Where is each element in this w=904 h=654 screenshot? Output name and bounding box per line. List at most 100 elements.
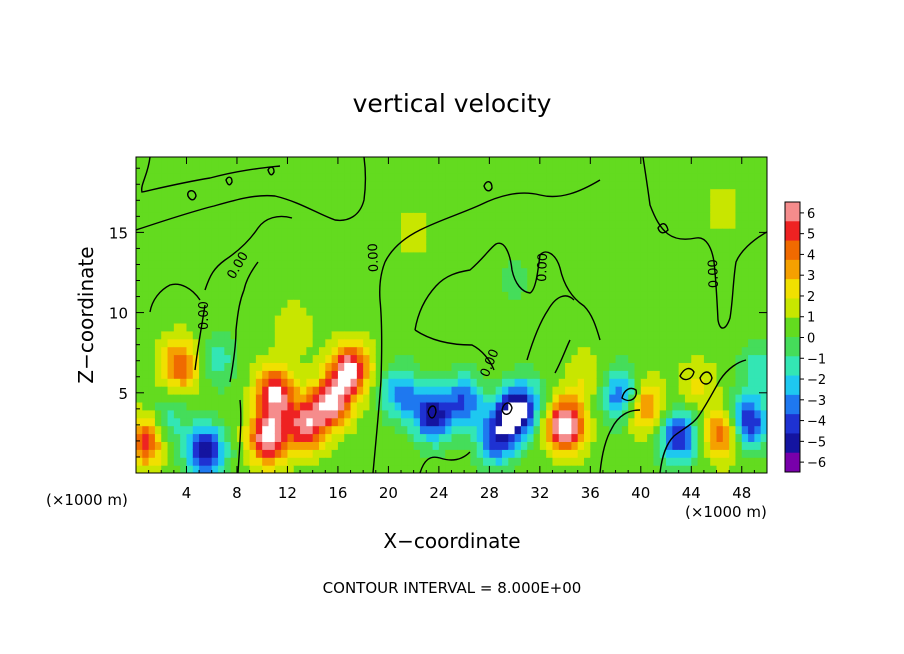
field-cell xyxy=(161,188,169,198)
field-cell xyxy=(483,212,490,221)
field-cell xyxy=(161,180,169,190)
field-cell xyxy=(287,394,295,403)
field-cell xyxy=(501,236,509,245)
field-cell xyxy=(344,259,352,269)
field-cell xyxy=(501,315,509,324)
field-cell xyxy=(300,267,307,277)
field-cell xyxy=(539,259,547,269)
field-cell xyxy=(432,164,440,174)
x-axis-label: X−coordinate xyxy=(383,529,520,553)
field-cell xyxy=(577,354,585,363)
field-cell xyxy=(281,322,289,332)
field-cell xyxy=(634,291,642,300)
field-cell xyxy=(489,251,497,261)
field-cell xyxy=(224,188,232,198)
field-cell xyxy=(236,362,244,371)
field-cell xyxy=(136,251,143,261)
field-cell xyxy=(590,338,598,348)
field-cell xyxy=(356,243,364,253)
field-cell xyxy=(230,204,238,213)
field-cell xyxy=(388,330,396,340)
field-cell xyxy=(464,307,472,316)
field-cell xyxy=(426,236,434,245)
field-cell xyxy=(489,188,497,198)
field-cell xyxy=(192,180,200,190)
field-cell xyxy=(173,251,181,261)
field-cell xyxy=(615,417,623,427)
field-cell xyxy=(666,465,673,473)
field-cell xyxy=(741,322,749,332)
field-cell xyxy=(407,157,415,166)
field-cell xyxy=(344,228,352,237)
field-cell xyxy=(520,425,528,435)
field-cell xyxy=(249,228,257,237)
field-cell xyxy=(647,212,655,221)
field-cell xyxy=(691,157,699,166)
field-cell xyxy=(426,370,434,379)
field-cell xyxy=(760,188,767,198)
field-cell xyxy=(691,457,699,466)
field-cell xyxy=(161,330,169,340)
field-cell xyxy=(154,465,162,473)
field-cell xyxy=(527,354,535,363)
field-cell xyxy=(703,322,711,332)
field-cell xyxy=(300,204,307,213)
field-cell xyxy=(609,212,617,221)
field-cell xyxy=(407,180,415,190)
field-cell xyxy=(760,330,767,340)
field-cell xyxy=(754,220,762,229)
field-cell xyxy=(438,180,446,190)
field-cell xyxy=(419,196,427,205)
field-cell xyxy=(236,394,244,403)
field-cell xyxy=(148,243,156,253)
field-cell xyxy=(640,457,648,466)
field-cell xyxy=(142,386,150,395)
field-cell xyxy=(615,378,623,387)
field-cell xyxy=(211,409,219,419)
field-cell xyxy=(363,449,371,458)
field-cell xyxy=(401,433,408,442)
field-cell xyxy=(199,409,207,419)
field-cell xyxy=(533,220,541,229)
field-cell xyxy=(457,172,465,182)
field-cell xyxy=(224,220,232,229)
field-cell xyxy=(344,164,352,174)
field-cell xyxy=(464,243,472,253)
field-cell xyxy=(457,243,465,253)
field-cell xyxy=(464,291,472,300)
field-cell xyxy=(262,251,270,261)
field-cell xyxy=(230,378,238,387)
field-cell xyxy=(161,299,169,308)
field-cell xyxy=(659,346,667,356)
field-cell xyxy=(432,157,440,166)
field-cell xyxy=(754,164,762,174)
field-cell xyxy=(565,283,572,292)
field-cell xyxy=(615,307,623,316)
field-cell xyxy=(199,465,207,473)
field-cell xyxy=(192,338,200,348)
field-cell xyxy=(596,243,604,253)
field-cell xyxy=(438,315,446,324)
field-cell xyxy=(640,291,648,300)
field-cell xyxy=(729,236,737,245)
field-cell xyxy=(520,283,528,292)
field-cell xyxy=(527,425,535,435)
field-cell xyxy=(489,307,497,316)
colorbar-swatch xyxy=(785,433,800,454)
field-cell xyxy=(382,465,389,473)
field-cell xyxy=(136,346,143,356)
field-cell xyxy=(451,259,459,269)
field-cell xyxy=(565,417,572,427)
field-cell xyxy=(647,251,655,261)
field-cell xyxy=(401,299,408,308)
field-cell xyxy=(476,354,484,363)
field-cell xyxy=(401,212,408,221)
field-cell xyxy=(148,164,156,174)
field-cell xyxy=(382,417,389,427)
field-cell xyxy=(571,299,579,308)
field-cell xyxy=(148,267,156,277)
field-cell xyxy=(205,425,213,435)
field-cell xyxy=(401,243,408,253)
field-cell xyxy=(546,251,554,261)
field-cell xyxy=(527,338,535,348)
